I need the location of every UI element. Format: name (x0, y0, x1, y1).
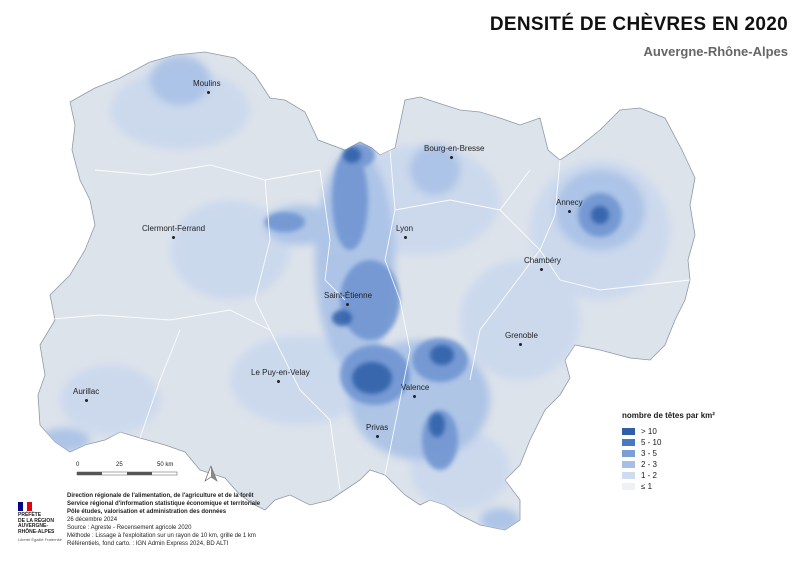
scale-label: 50 km (157, 462, 174, 468)
city-label-moulins: Moulins (193, 79, 221, 97)
french-flag-icon (18, 502, 33, 511)
density-low (60, 70, 670, 510)
legend-swatch (622, 449, 635, 457)
legend-label: 3 - 5 (641, 448, 658, 458)
density-layer (39, 55, 691, 530)
logo-motto: Liberté Égalité Fraternité (18, 537, 62, 542)
map-title: DENSITÉ DE CHÈVRES EN 2020 (489, 14, 788, 35)
department-borders (39, 149, 691, 491)
footer-line: Service régional d'information statistiq… (67, 501, 261, 507)
legend-title: nombre de têtes par km² (622, 411, 715, 420)
logo-line: PRÉFÈTE (18, 512, 42, 518)
north-arrow-icon (204, 465, 218, 482)
legend-label: 2 - 3 (641, 459, 658, 469)
legend-label: 1 - 2 (641, 470, 658, 480)
source-credits: Direction régionale de l'alimentation, d… (67, 492, 260, 548)
city-label-clermont-ferrand: Clermont-Ferrand (142, 224, 205, 242)
city-label-privas: Privas (366, 423, 388, 441)
city-label-chambery: Chambéry (524, 256, 561, 274)
footer-line: 26 décembre 2024 (67, 517, 118, 523)
legend-item: ≤ 1 (622, 481, 715, 491)
legend-label: 5 - 10 (641, 437, 662, 447)
legend-swatch (622, 482, 635, 490)
legend-item: 1 - 2 (622, 470, 715, 480)
legend-swatch (622, 460, 635, 468)
legend-swatch (622, 427, 635, 435)
logo-line: DE LA RÉGION (18, 517, 54, 524)
scale-bar (76, 471, 178, 476)
legend-item: > 10 (622, 426, 715, 436)
legend-item: 3 - 5 (622, 448, 715, 458)
scale-label: 0 (76, 462, 80, 468)
density-very-high (332, 147, 609, 437)
city-label-aurillac: Aurillac (73, 387, 99, 405)
map-subtitle: Auvergne-Rhône-Alpes (643, 44, 788, 59)
footer-line: Direction régionale de l'alimentation, d… (67, 493, 254, 499)
city-label-grenoble: Grenoble (505, 331, 538, 349)
logo-line: RHÔNE-ALPES (18, 528, 55, 535)
footer-line: Source : Agreste - Recensement agricole … (67, 525, 192, 531)
legend-swatch (622, 438, 635, 446)
city-label-le-puy-en-velay: Le Puy-en-Velay (251, 368, 310, 386)
footer-line: Méthode : Lissage à l'exploitation sur u… (67, 533, 256, 539)
legend-label: > 10 (641, 426, 657, 436)
scale-label: 25 (116, 462, 123, 468)
legend-label: ≤ 1 (641, 481, 653, 491)
footer-line: Pôle études, valorisation et administrat… (67, 509, 227, 515)
legend-item: 2 - 3 (622, 459, 715, 469)
city-label-bourg-en-bresse: Bourg-en-Bresse (424, 144, 484, 162)
legend-item: 5 - 10 (622, 437, 715, 447)
city-label-lyon: Lyon (396, 224, 413, 242)
city-label-valence: Valence (401, 383, 429, 401)
logo-line: AUVERGNE- (18, 523, 49, 529)
footer-line: Référentiels, fond carto. : IGN Admin Ex… (67, 541, 229, 547)
prefecture-logo: PRÉFÈTE DE LA RÉGION AUVERGNE- RHÔNE-ALP… (18, 502, 66, 542)
legend-swatch (622, 471, 635, 479)
city-label-annecy: Annecy (556, 198, 583, 216)
scale-labels: 0 25 50 km (76, 462, 177, 470)
city-label-saint-etienne: Saint-Étienne (324, 291, 372, 309)
